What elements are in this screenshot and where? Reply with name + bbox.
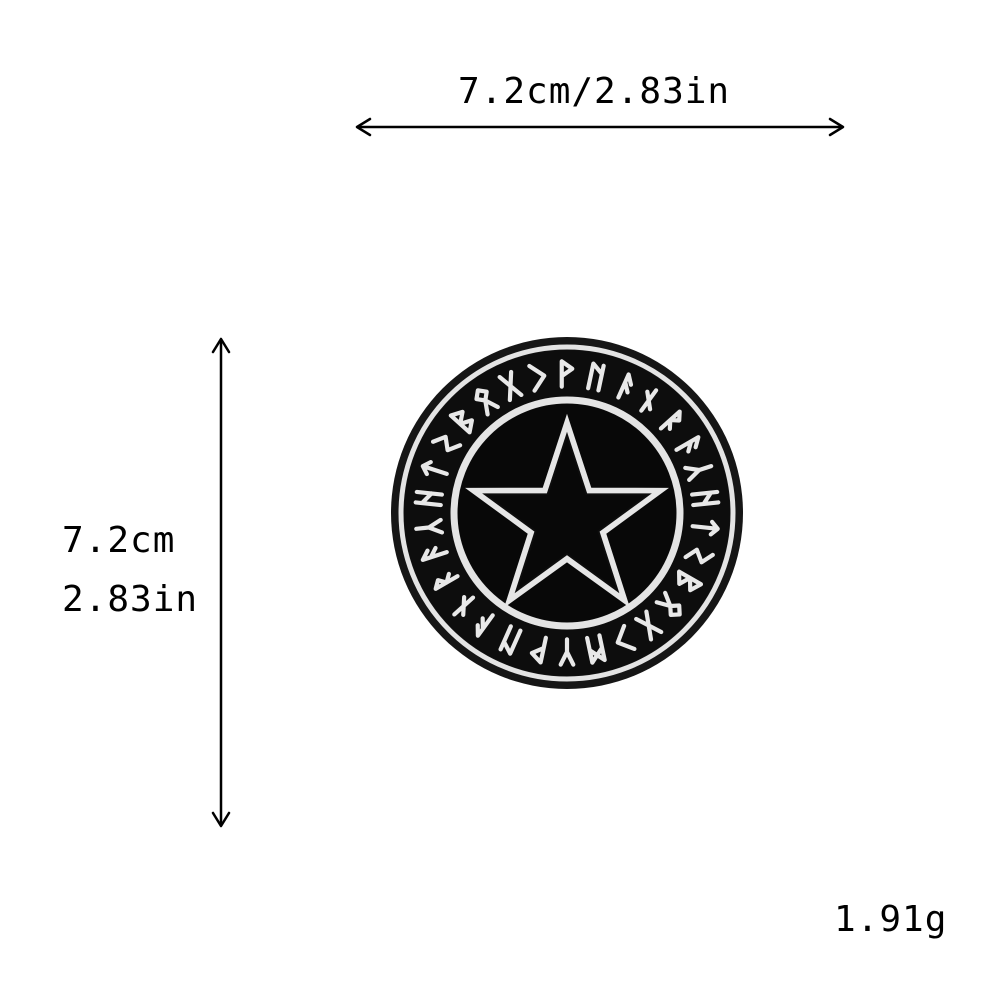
width-dimension-label: 7.2cm/2.83in xyxy=(458,71,731,112)
pentagram-patch xyxy=(391,337,743,689)
rune-glyph xyxy=(413,489,444,508)
rune-glyph xyxy=(690,519,720,537)
rune-glyph xyxy=(615,623,637,652)
rune-glyph xyxy=(674,435,701,454)
rune-glyph xyxy=(430,434,463,453)
rune-glyph xyxy=(677,569,704,593)
rune-glyph xyxy=(586,361,606,393)
rune-glyph xyxy=(420,545,449,562)
rune-glyph xyxy=(683,464,714,482)
weight-label: 1.91g xyxy=(834,899,948,940)
rune-ring xyxy=(413,359,721,667)
height-dimension-cm-label: 7.2cm xyxy=(62,520,176,561)
rune-glyph xyxy=(497,369,524,403)
rune-glyph xyxy=(452,595,476,617)
rune-glyph xyxy=(448,409,474,435)
rune-glyph xyxy=(414,517,445,535)
patch-outer-ring-thread xyxy=(398,344,736,682)
height-dimension-in-label: 2.83in xyxy=(62,579,199,620)
patch-inner-ring-thread xyxy=(450,396,684,630)
rune-glyph xyxy=(654,590,682,617)
rune-glyph xyxy=(683,547,715,565)
rune-glyph xyxy=(634,609,664,642)
rune-glyph xyxy=(639,388,659,413)
rune-glyph xyxy=(498,624,523,656)
rune-glyph xyxy=(558,637,576,667)
rune-glyph xyxy=(527,363,547,393)
rune-glyph xyxy=(529,635,548,665)
rune-glyph xyxy=(616,372,634,400)
width-arrow xyxy=(355,117,845,137)
patch-center xyxy=(458,404,676,622)
rune-glyph xyxy=(585,633,607,665)
rune-glyph xyxy=(433,571,460,591)
rune-glyph xyxy=(420,459,449,477)
rune-glyph xyxy=(474,388,500,417)
rune-glyph xyxy=(658,409,682,431)
rune-glyph xyxy=(475,613,495,638)
rune-glyph xyxy=(559,359,575,389)
height-arrow xyxy=(211,337,231,828)
rune-glyph xyxy=(690,489,721,508)
pentagram-icon xyxy=(465,413,669,608)
